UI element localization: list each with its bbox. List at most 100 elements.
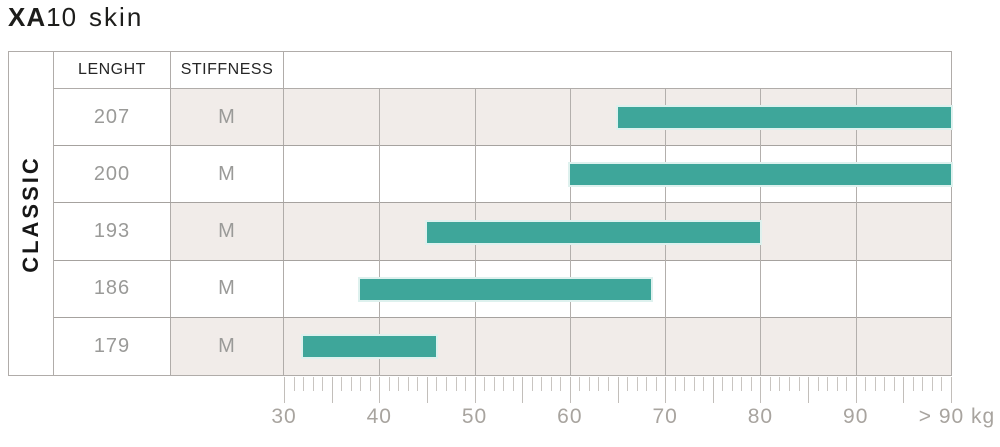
axis-tick — [350, 377, 352, 391]
axis-tick — [646, 377, 648, 391]
axis-tick — [369, 377, 371, 391]
axis-tick — [493, 377, 495, 391]
axis-tick — [912, 377, 914, 391]
axis-tick — [398, 377, 400, 391]
axis-tick — [303, 377, 305, 391]
axis-tick — [903, 377, 905, 403]
axis-tick — [827, 377, 829, 391]
length-value: 179 — [54, 317, 171, 375]
axis-tick — [941, 377, 943, 391]
axis-tick — [674, 377, 676, 391]
chart-row-background — [284, 89, 951, 146]
length-value: 207 — [54, 89, 171, 146]
axis-tick — [750, 377, 752, 391]
axis-tick — [560, 377, 562, 391]
stiffness-value: M — [171, 146, 284, 203]
axis-tick — [760, 377, 762, 403]
axis-tick — [865, 377, 867, 391]
size-table: CLASSIC LENGHT STIFFNESS 207 M 200 M 193 M 186… — [8, 51, 952, 376]
axis-tick — [598, 377, 600, 391]
axis-tick — [588, 377, 590, 391]
axis-tick — [484, 377, 486, 391]
axis-tick — [798, 377, 800, 391]
length-value: 193 — [54, 203, 171, 260]
table-row: 186 M — [54, 260, 951, 318]
axis-tick — [636, 377, 638, 391]
weight-axis-ruler — [284, 377, 952, 405]
axis-tick-label: 30 — [271, 405, 297, 428]
axis-tick — [379, 377, 381, 403]
axis-tick-label: 40 — [366, 405, 392, 428]
axis-tick — [893, 377, 895, 391]
axis-tick — [665, 377, 667, 403]
axis-tick — [426, 377, 428, 403]
axis-tick — [836, 377, 838, 391]
axis-tick — [417, 377, 419, 391]
stiffness-value: M — [171, 203, 284, 260]
category-cell: CLASSIC — [9, 52, 54, 375]
table-row: 200 M — [54, 146, 951, 204]
axis-tick — [808, 377, 810, 403]
chart-row-background — [284, 317, 951, 375]
axis-tick-label: 70 — [652, 405, 678, 428]
table-row: 207 M — [54, 89, 951, 147]
axis-tick — [445, 377, 447, 391]
axis-tick — [951, 377, 952, 403]
axis-tick — [474, 377, 476, 403]
axis-tick — [388, 377, 390, 391]
axis-tick — [293, 377, 295, 391]
axis-tick-label: 60 — [557, 405, 583, 428]
axis-tick — [436, 377, 438, 391]
axis-tick — [541, 377, 543, 391]
column-header-chart-spacer — [284, 52, 951, 89]
axis-tick — [712, 377, 714, 403]
table-rows: 207 M 200 M 193 M 186 M 179 M — [54, 89, 951, 375]
title-variant: skin — [89, 2, 144, 32]
axis-tick — [607, 377, 609, 391]
axis-tick — [884, 377, 886, 391]
axis-tick — [693, 377, 695, 391]
axis-tick — [512, 377, 514, 391]
table-row: 179 M — [54, 317, 951, 375]
title-series: XA — [8, 2, 47, 32]
axis-tick-label: 50 — [461, 405, 488, 428]
column-header-stiffness: STIFFNESS — [171, 52, 284, 89]
chart-row-background — [284, 203, 951, 260]
axis-tick — [655, 377, 657, 391]
axis-tick — [779, 377, 781, 391]
axis-tick — [503, 377, 505, 391]
axis-tick — [455, 377, 457, 391]
axis-tick — [817, 377, 819, 391]
axis-tick — [522, 377, 524, 403]
category-label: CLASSIC — [18, 154, 43, 273]
length-value: 186 — [54, 260, 171, 317]
axis-tick-label: > 90 kg — [918, 405, 996, 428]
axis-tick — [569, 377, 571, 403]
chart-row-background — [284, 146, 951, 203]
page-title: XA10 skin — [8, 2, 143, 33]
title-model: 10 — [46, 2, 78, 32]
axis-tick — [284, 377, 285, 403]
stiffness-value: M — [171, 260, 284, 317]
axis-tick — [731, 377, 733, 391]
axis-tick — [874, 377, 876, 391]
axis-tick — [931, 377, 933, 391]
axis-tick — [627, 377, 629, 391]
weight-axis-labels: 30 40 50 60 70 80 90 > 90 kg — [271, 405, 1000, 431]
axis-tick — [769, 377, 771, 391]
length-value: 200 — [54, 146, 171, 203]
axis-tick — [855, 377, 857, 403]
axis-tick — [322, 377, 324, 391]
axis-tick — [703, 377, 705, 391]
axis-tick — [722, 377, 724, 391]
axis-tick — [331, 377, 333, 403]
axis-tick — [360, 377, 362, 391]
axis-tick — [407, 377, 409, 391]
table-row: 193 M — [54, 203, 951, 261]
stiffness-value: M — [171, 89, 284, 146]
stiffness-value: M — [171, 317, 284, 375]
axis-tick — [465, 377, 467, 391]
column-header-length: LENGHT — [54, 52, 171, 89]
axis-tick-label: 90 — [843, 405, 869, 428]
